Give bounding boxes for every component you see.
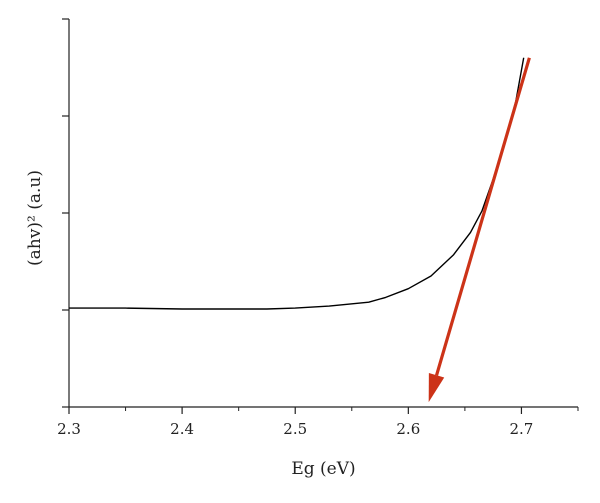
arrow-shaft [435,57,531,376]
x-tick-label: 2.7 [510,420,534,438]
chart-ticks: 2.3 2.4 2.5 2.6 2.7 [57,18,579,438]
chart-annotations [428,57,531,403]
x-tick-label: 2.6 [396,420,420,438]
chart-labels: Eg (eV) (ahv)² (a.u) [25,170,356,479]
x-tick-label: 2.4 [170,420,194,438]
series-line [69,57,525,310]
arrow-head [428,373,445,403]
x-axis-label: Eg (eV) [291,459,355,479]
chart-axes [68,19,578,408]
y-axis-label: (ahv)² (a.u) [25,170,45,266]
x-tick-label: 2.3 [57,420,81,438]
chart-series [69,57,525,310]
x-tick-label: 2.5 [283,420,307,438]
